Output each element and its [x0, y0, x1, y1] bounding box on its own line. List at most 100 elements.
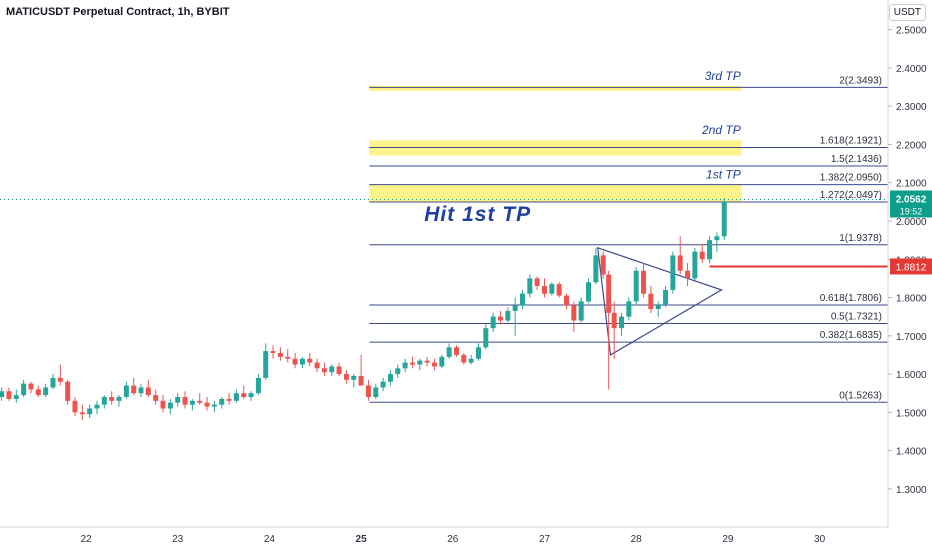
tp-zone	[369, 184, 742, 202]
candle-body	[387, 374, 393, 382]
candle	[641, 263, 647, 298]
candle-body	[197, 400, 203, 403]
candle-body	[439, 356, 445, 367]
plot-area	[0, 0, 888, 527]
candle-body	[655, 305, 661, 310]
candle	[417, 358, 423, 371]
candle-body	[299, 358, 305, 365]
candle	[633, 266, 639, 306]
fib-level-label: 2(2.3493)	[839, 75, 882, 86]
candle	[395, 364, 401, 378]
candle	[72, 397, 78, 417]
candle	[35, 385, 41, 398]
candle-body	[648, 293, 654, 310]
candle-body	[292, 358, 298, 365]
candle	[50, 374, 56, 390]
candle	[453, 345, 459, 357]
candle-body	[446, 347, 452, 357]
candle	[402, 358, 408, 373]
stop-price-label-box	[890, 258, 932, 275]
candle	[527, 274, 533, 298]
fib-level-label: 1.382(2.0950)	[820, 173, 882, 184]
candle-body	[233, 393, 239, 401]
candle-body	[35, 389, 41, 396]
candle-body	[277, 353, 283, 357]
candle-body	[65, 381, 71, 401]
candle	[123, 381, 129, 399]
fib-level-label: 0.618(1.7806)	[820, 293, 882, 304]
candle	[424, 356, 430, 367]
price-axis-tick-label: 1.4000	[896, 447, 927, 458]
candle	[65, 379, 71, 405]
tp-label: 3rd TP	[705, 69, 741, 83]
candle-body	[505, 310, 511, 321]
candle-body	[285, 356, 291, 359]
candle-body	[358, 375, 364, 386]
price-axis-tick-label: 1.7000	[896, 332, 927, 343]
candle-body	[263, 351, 269, 378]
price-axis-tick-label: 2.1000	[896, 179, 927, 190]
price-axis-tick-label: 1.6000	[896, 370, 927, 381]
candle	[497, 310, 503, 325]
candle-body	[663, 289, 669, 306]
fib-level-label: 0.5(1.7321)	[831, 312, 882, 323]
candle	[292, 353, 298, 369]
candle-body	[519, 293, 525, 306]
candle-body	[116, 397, 122, 401]
candle	[439, 354, 445, 369]
candle-body	[211, 404, 217, 407]
candle	[685, 263, 691, 287]
candle-body	[270, 351, 276, 354]
candle-body	[43, 387, 49, 396]
candle	[28, 381, 34, 394]
price-axis-tick-label: 1.5000	[896, 408, 927, 419]
currency-selector[interactable]: USDT	[888, 4, 926, 21]
candle	[241, 385, 247, 399]
candle	[564, 293, 570, 310]
candle-body	[534, 278, 540, 287]
candle-body	[721, 201, 727, 237]
candle-body	[424, 360, 430, 363]
candle	[153, 389, 159, 405]
candle	[101, 395, 107, 409]
candle-body	[226, 398, 232, 401]
candle-body	[431, 362, 437, 367]
candle	[189, 398, 195, 411]
candle-body	[692, 251, 698, 279]
candle-body	[321, 368, 327, 373]
time-axis-tick-label: 28	[631, 534, 643, 545]
candle	[446, 343, 452, 359]
candle	[57, 364, 63, 386]
candle	[655, 301, 661, 317]
candle	[648, 286, 654, 313]
candle-body	[123, 385, 129, 398]
price-axis-tick-label: 2.4000	[896, 64, 927, 75]
price-axis-tick-label: 1.8000	[896, 294, 927, 305]
candle	[677, 236, 683, 275]
candle-body	[145, 387, 151, 396]
candle-body	[611, 312, 617, 329]
candle-body	[549, 284, 555, 294]
candle-body	[336, 366, 342, 375]
candle	[116, 395, 122, 407]
candle	[512, 297, 518, 336]
candle-body	[241, 393, 247, 398]
candle-body	[365, 385, 371, 398]
current-price-label-box	[890, 190, 932, 218]
candle	[542, 278, 547, 298]
candle	[160, 395, 166, 413]
candle-body	[6, 391, 12, 399]
candle	[329, 364, 335, 376]
candle	[175, 393, 181, 407]
candle-body	[314, 362, 320, 369]
candle	[131, 377, 137, 396]
candle-body	[578, 301, 584, 321]
candle-body	[641, 270, 647, 294]
candle	[233, 389, 239, 403]
candle	[285, 349, 291, 363]
candle	[270, 345, 276, 359]
candle	[534, 276, 540, 290]
tp-label: 1st TP	[706, 168, 741, 182]
candle-body	[626, 301, 632, 317]
tp-label: 2nd TP	[701, 123, 741, 137]
